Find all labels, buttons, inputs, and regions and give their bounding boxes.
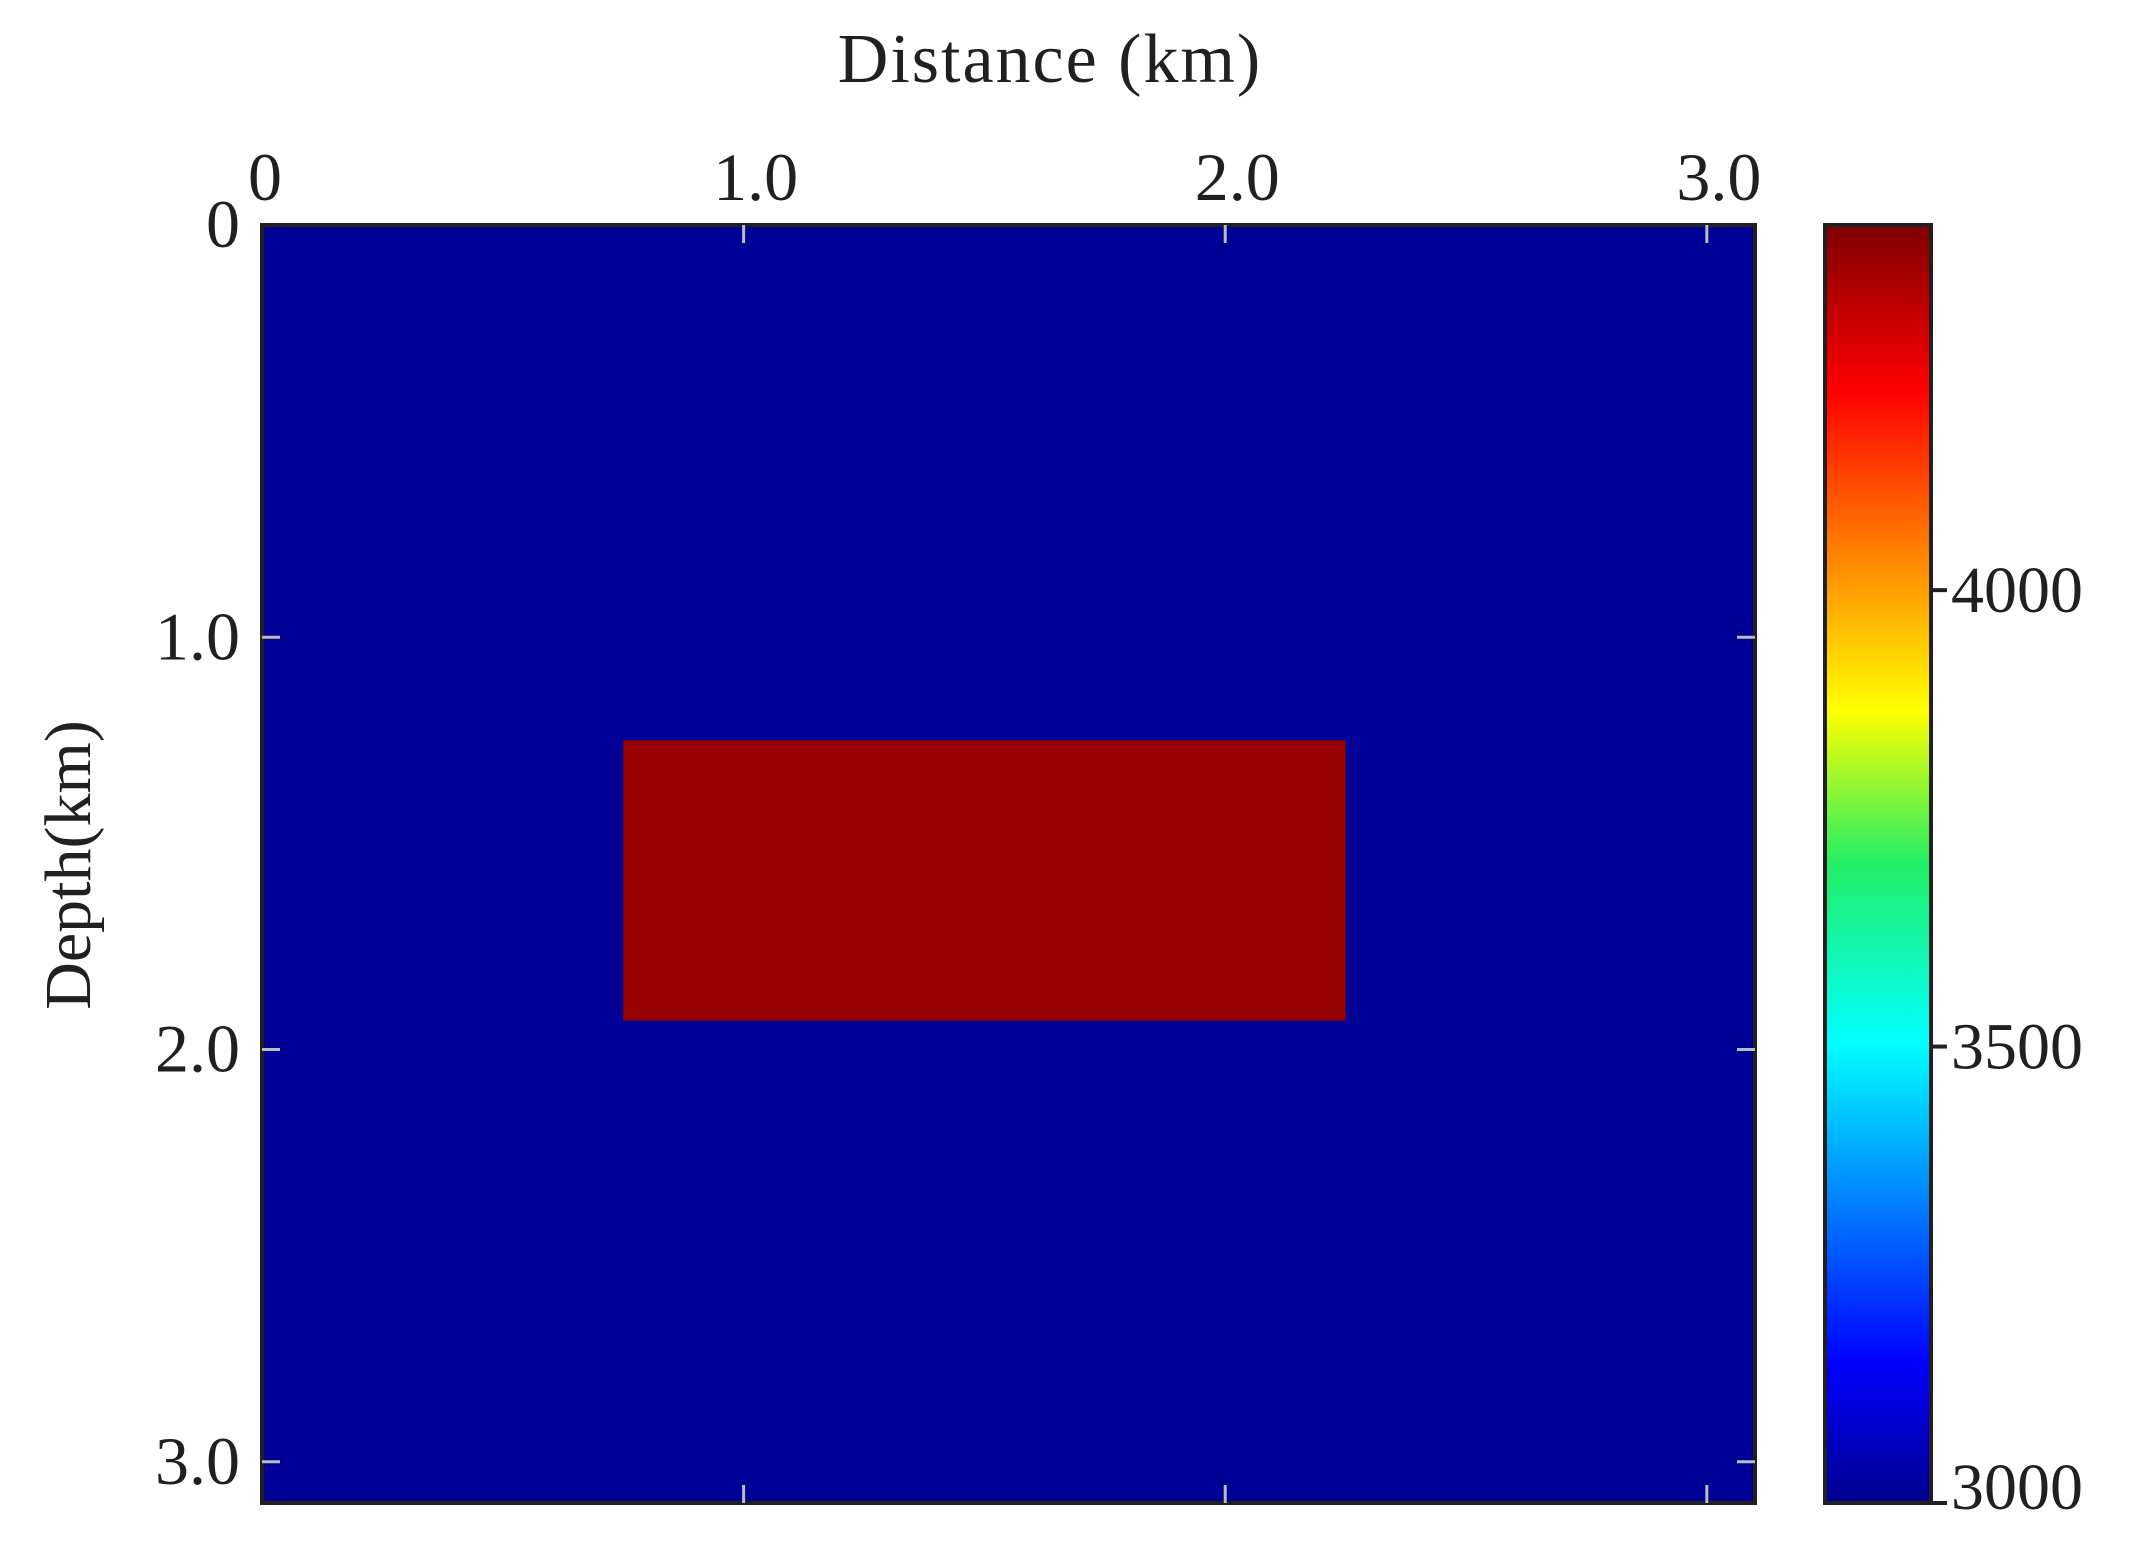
y-tick-label: 3.0 [155,1423,240,1499]
colorbar [1823,223,1933,1505]
x-tick-label: 3.0 [1676,139,1761,215]
colorbar-tick-label: 3000 [1951,1451,2083,1524]
colorbar-tick-label: 4000 [1951,554,2083,627]
plot-frame [260,223,1757,1505]
y-tick-label: 0 [206,186,240,262]
anomaly-rectangle [623,740,1346,1021]
y-axis-title: Depth(km) [32,720,105,1010]
x-axis-title: Distance (km) [838,21,1262,98]
x-tick-label: 0 [248,139,282,215]
y-tick-label: 1.0 [155,598,240,674]
y-tick-label: 2.0 [155,1011,240,1087]
x-tick-label: 2.0 [1195,139,1280,215]
x-tick-label: 1.0 [713,139,798,215]
colorbar-tick-label: 3500 [1951,1011,2083,1084]
